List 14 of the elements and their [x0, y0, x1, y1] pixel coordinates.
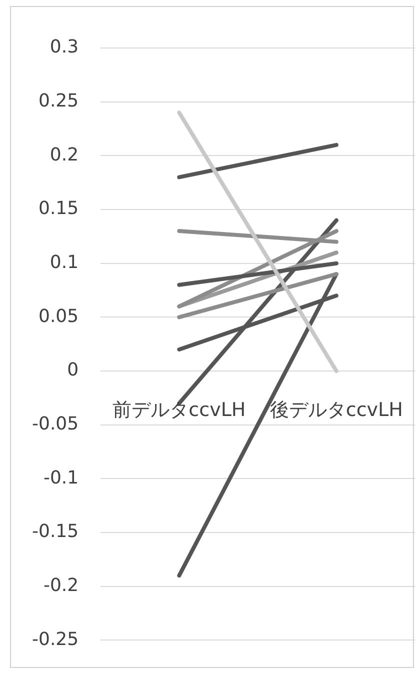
y-tick-label: -0.05 — [32, 414, 79, 435]
y-tick-label: -0.1 — [43, 467, 79, 488]
y-tick-label: 0.15 — [38, 198, 79, 220]
y-tick-label: 0 — [67, 360, 79, 381]
y-tick-label: 0.25 — [38, 90, 79, 112]
y-tick-label: 0.05 — [38, 306, 79, 327]
x-tick-label: 後デルタccvLH — [270, 398, 403, 421]
y-tick-label: 0.3 — [50, 36, 79, 58]
x-tick-label: 前デルタccvLH — [112, 398, 246, 421]
y-tick-label: -0.25 — [32, 628, 79, 650]
y-tick-label: -0.2 — [43, 575, 79, 596]
y-tick-label: -0.15 — [32, 521, 79, 542]
y-tick-label: 0.1 — [50, 252, 79, 274]
y-tick-label: 0.2 — [50, 144, 79, 166]
